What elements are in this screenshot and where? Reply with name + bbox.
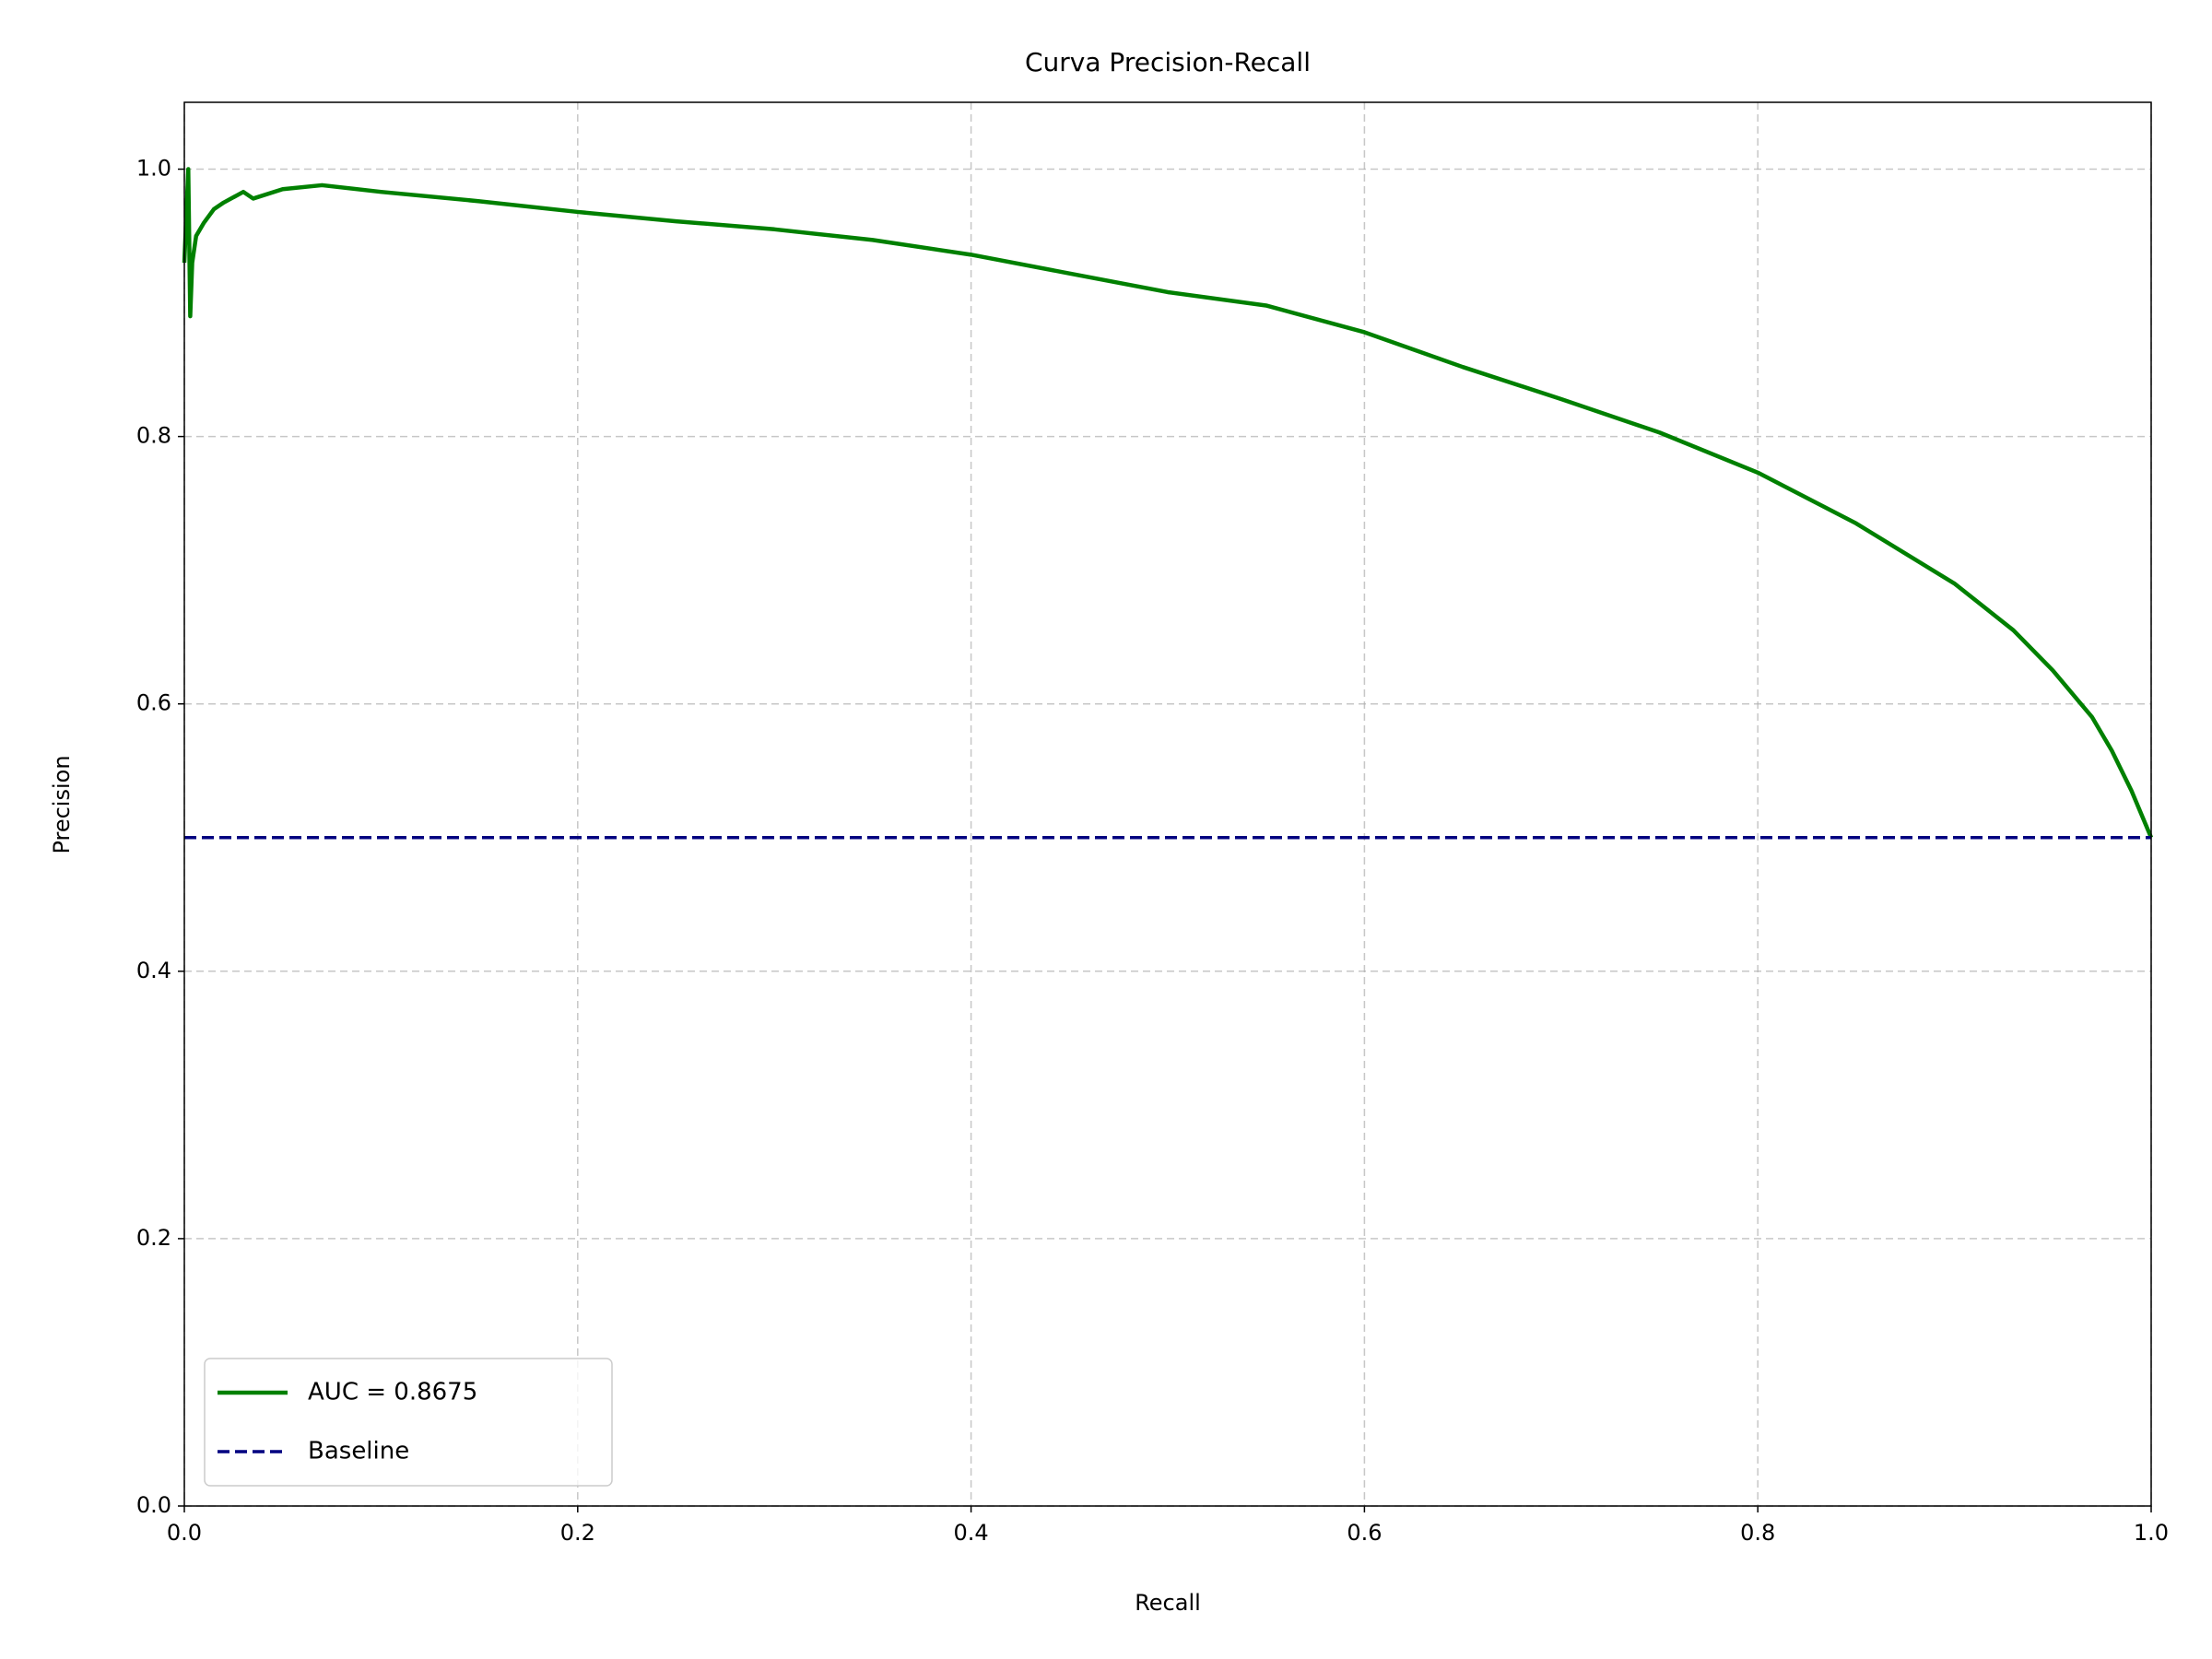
legend-label: AUC = 0.8675 xyxy=(308,1379,477,1406)
x-tick-label: 0.8 xyxy=(1740,1520,1775,1546)
legend-label: Baseline xyxy=(308,1438,409,1465)
x-tick-label: 1.0 xyxy=(2134,1520,2169,1546)
y-tick-label: 0.4 xyxy=(136,958,171,983)
y-tick-label: 1.0 xyxy=(136,156,171,182)
y-tick-label: 0.2 xyxy=(136,1225,171,1251)
x-tick-label: 0.6 xyxy=(1347,1520,1382,1546)
x-tick-label: 0.4 xyxy=(954,1520,989,1546)
y-tick-label: 0.0 xyxy=(136,1492,171,1518)
y-tick-label: 0.6 xyxy=(136,690,171,716)
legend: AUC = 0.8675 Baseline xyxy=(204,1358,613,1487)
y-axis-label: Precision xyxy=(49,755,75,853)
x-tick-label: 0.2 xyxy=(560,1520,595,1546)
x-axis-label: Recall xyxy=(1135,1590,1201,1616)
y-tick-label: 0.8 xyxy=(136,423,171,449)
x-tick-label: 0.0 xyxy=(167,1520,202,1546)
data-line xyxy=(182,167,2154,839)
chart-title: Curva Precision-Recall xyxy=(1025,47,1311,77)
legend-box xyxy=(204,1358,613,1487)
plot-frame xyxy=(183,101,2152,1507)
